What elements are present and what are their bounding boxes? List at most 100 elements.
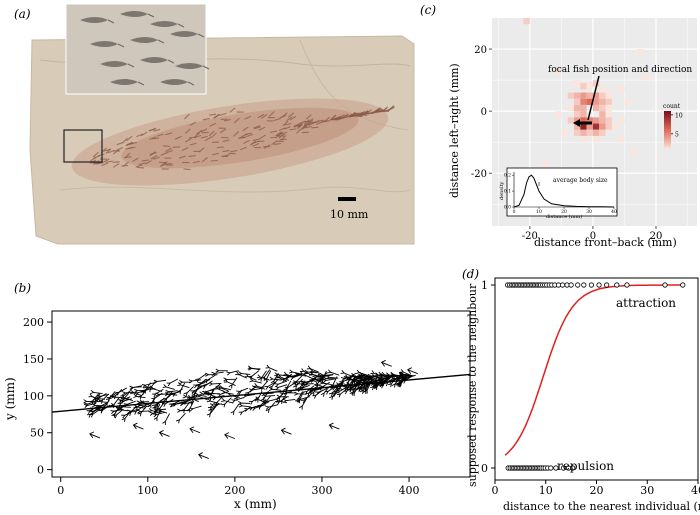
zoom-box bbox=[63, 129, 103, 163]
heatmap-cell bbox=[605, 92, 612, 99]
data-point bbox=[570, 465, 576, 471]
x-tick-label: 0 bbox=[57, 484, 64, 497]
fossil-fish bbox=[165, 147, 172, 152]
fish-arrow bbox=[394, 375, 404, 380]
fossil-fish bbox=[189, 121, 197, 127]
fish-arrowhead bbox=[130, 390, 135, 395]
fossil-fish bbox=[120, 11, 148, 17]
fossil-fish bbox=[276, 131, 283, 138]
fish-arrow bbox=[145, 382, 155, 386]
fish-arrow bbox=[109, 391, 118, 398]
fish-arrow bbox=[259, 399, 267, 407]
fish-arrow bbox=[234, 397, 244, 401]
fish-arrowhead bbox=[324, 390, 329, 395]
fish-arrowhead bbox=[249, 378, 254, 383]
fish-arrowhead bbox=[384, 382, 389, 387]
fish-arrowhead bbox=[201, 385, 206, 390]
scale-bar bbox=[338, 197, 356, 201]
fish-arrow bbox=[231, 377, 238, 386]
data-point bbox=[596, 282, 602, 288]
fish-arrowhead bbox=[217, 393, 222, 398]
fish-arrowhead bbox=[120, 395, 125, 399]
fossil-fish bbox=[101, 162, 109, 167]
fossil-fish bbox=[132, 157, 139, 163]
data-point bbox=[614, 282, 620, 288]
zoom-inset bbox=[65, 3, 207, 95]
fish-arrowhead bbox=[268, 386, 274, 391]
fish-arrowhead bbox=[137, 412, 142, 417]
fish-arrowhead bbox=[221, 398, 226, 403]
heatmap-cell bbox=[586, 83, 593, 90]
fish-arrowhead bbox=[319, 378, 324, 383]
fossil-fish bbox=[284, 122, 292, 126]
heatmap-cell bbox=[580, 92, 587, 99]
fish-arrowhead bbox=[305, 392, 310, 397]
fish-arrowhead bbox=[309, 378, 314, 383]
fish-arrowhead bbox=[193, 384, 198, 389]
fish-arrowhead bbox=[256, 405, 261, 410]
fish-arrow bbox=[118, 409, 128, 412]
fish-arrowhead bbox=[318, 386, 323, 391]
fossil-fish bbox=[121, 164, 129, 167]
fossil-fish bbox=[201, 156, 208, 163]
fish-arrowhead bbox=[84, 403, 89, 407]
heatmap-cell bbox=[618, 135, 625, 143]
heatmap-cell bbox=[586, 92, 593, 99]
fish-arrow bbox=[180, 384, 190, 389]
fish-arrowhead bbox=[123, 403, 129, 408]
fish-arrowhead bbox=[117, 402, 122, 407]
heatmap-cell bbox=[643, 73, 650, 81]
fish-arrowhead bbox=[195, 378, 200, 383]
fish-arrowhead bbox=[349, 391, 354, 396]
fish-arrowhead bbox=[300, 368, 305, 372]
fish-arrow bbox=[214, 371, 224, 374]
y-axis-label: supposed response to the neighbour bbox=[466, 283, 479, 487]
fish-arrowhead bbox=[205, 372, 210, 377]
fish-arrow bbox=[382, 378, 390, 386]
fish-arrow bbox=[164, 413, 170, 422]
fish-arrowhead bbox=[325, 375, 331, 380]
fish-arrow bbox=[317, 380, 327, 385]
heatmap-cell bbox=[574, 104, 581, 112]
fossil-fish bbox=[282, 120, 289, 127]
panel-a: (a) 10 mm bbox=[14, 3, 415, 245]
fish-arrowhead bbox=[374, 375, 380, 380]
fish-arrowhead bbox=[303, 390, 308, 395]
fish-arrow bbox=[227, 381, 236, 386]
heatmap-cell bbox=[586, 98, 593, 105]
fish-arrow bbox=[273, 372, 279, 382]
fish-arrow bbox=[312, 374, 322, 379]
fish-arrowhead bbox=[293, 385, 298, 390]
fish-arrowhead bbox=[129, 385, 134, 390]
fish-arrowhead bbox=[177, 382, 182, 387]
fossil-fish bbox=[310, 121, 318, 124]
fossil-fish bbox=[183, 113, 190, 120]
fish-arrowhead bbox=[335, 382, 341, 387]
fish-arrowhead bbox=[171, 393, 176, 397]
y-tick-label: 100 bbox=[23, 390, 44, 403]
fish-arrowhead bbox=[195, 383, 201, 388]
fish-arrowhead bbox=[147, 403, 152, 409]
fish-arrow bbox=[375, 376, 383, 383]
heatmap-cell bbox=[605, 98, 612, 105]
fish-arrowhead bbox=[380, 371, 386, 376]
fish-arrow bbox=[133, 392, 143, 397]
fish-arrow bbox=[236, 389, 243, 398]
fish-arrowhead bbox=[358, 386, 363, 391]
x-tick-label: 20 bbox=[650, 231, 663, 242]
fossil-fish bbox=[89, 105, 395, 171]
heatmap-cell bbox=[618, 86, 625, 93]
fish-arrowhead bbox=[248, 375, 253, 380]
fossil-fish bbox=[233, 131, 239, 137]
fossil-fish bbox=[242, 126, 249, 132]
fossil-fish bbox=[311, 126, 319, 129]
fish-arrowhead bbox=[118, 399, 123, 404]
fish-arrowhead bbox=[137, 403, 142, 408]
fossil-fish-tail bbox=[187, 81, 195, 86]
fish-arrowhead bbox=[230, 410, 235, 415]
fish-arrowhead bbox=[189, 426, 195, 434]
fossil-fish bbox=[210, 159, 218, 162]
fossil-fish bbox=[126, 135, 133, 142]
fossil-fish bbox=[137, 166, 145, 169]
fossil-fish bbox=[153, 128, 161, 132]
